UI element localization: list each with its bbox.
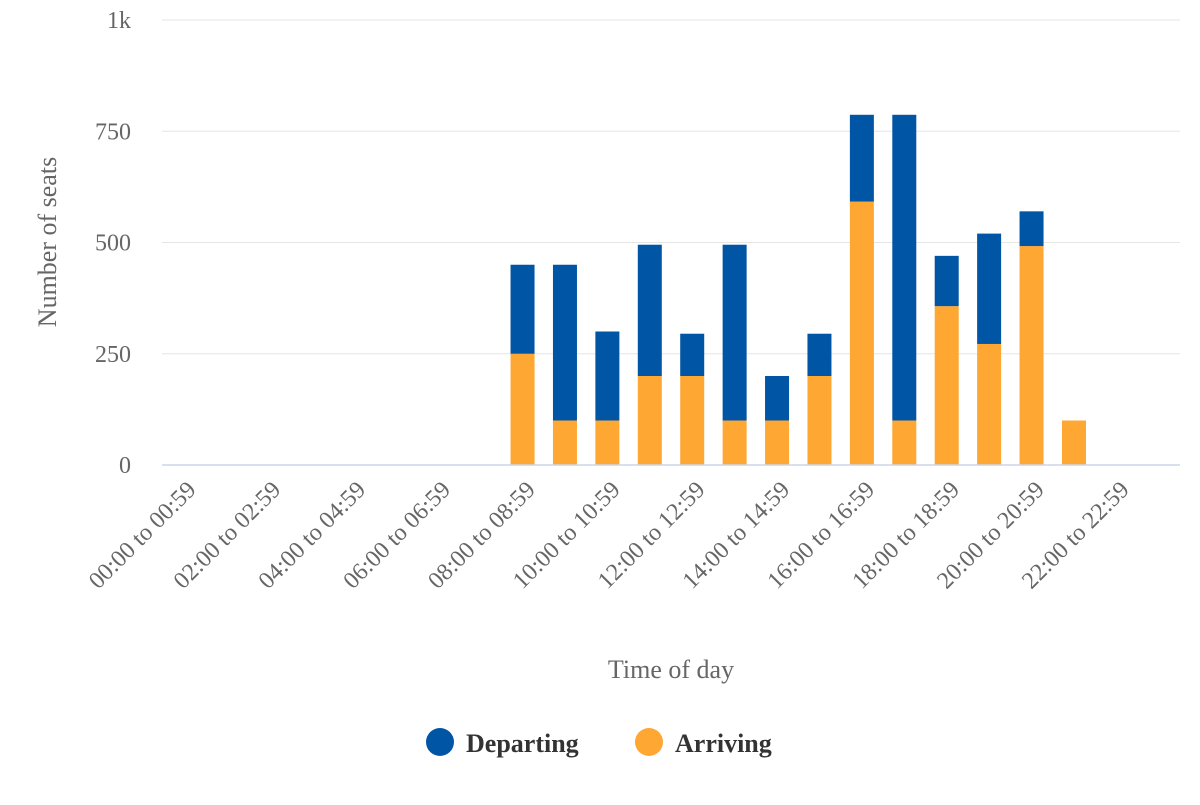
bar-departing-18 bbox=[934, 255, 959, 307]
y-tick-labels: 0 250 500 750 1k bbox=[95, 8, 131, 479]
bar-departing-10 bbox=[595, 331, 620, 421]
bar-arriving-8 bbox=[510, 353, 535, 465]
legend-label-departing: Departing bbox=[466, 729, 579, 758]
bar-departing-20 bbox=[1019, 211, 1044, 247]
y-axis-title: Number of seats bbox=[33, 157, 62, 327]
bar-arriving-19 bbox=[977, 343, 1002, 465]
legend: Departing Arriving bbox=[426, 728, 772, 758]
y-tick-label-2: 500 bbox=[95, 231, 131, 257]
bar-departing-16 bbox=[849, 114, 874, 202]
bar-departing-9 bbox=[552, 264, 577, 421]
bar-arriving-16 bbox=[849, 201, 874, 465]
bar-departing-19 bbox=[977, 233, 1002, 344]
bar-departing-11 bbox=[637, 244, 662, 376]
bar-arriving-17 bbox=[892, 420, 917, 465]
bar-departing-13 bbox=[722, 244, 747, 421]
bar-arriving-11 bbox=[637, 376, 662, 465]
bar-arriving-10 bbox=[595, 420, 620, 465]
gridlines bbox=[162, 19, 1180, 355]
y-tick-label-1: 250 bbox=[95, 342, 131, 368]
x-axis-title: Time of day bbox=[608, 655, 734, 684]
bar-departing-12 bbox=[680, 333, 705, 376]
bar-arriving-9 bbox=[552, 420, 577, 465]
legend-item-arriving[interactable]: Arriving bbox=[635, 728, 772, 758]
bar-arriving-14 bbox=[765, 420, 790, 465]
bars bbox=[510, 114, 1086, 465]
bar-departing-17 bbox=[892, 114, 917, 421]
y-tick-label-4: 1k bbox=[107, 8, 131, 34]
bar-departing-15 bbox=[807, 333, 832, 376]
y-tick-label-3: 750 bbox=[95, 119, 131, 145]
bar-arriving-12 bbox=[680, 376, 705, 465]
bar-arriving-20 bbox=[1019, 246, 1044, 465]
legend-item-departing[interactable]: Departing bbox=[426, 728, 579, 758]
bar-arriving-13 bbox=[722, 420, 747, 465]
bar-departing-8 bbox=[510, 264, 535, 354]
bar-departing-14 bbox=[765, 376, 790, 421]
bar-arriving-18 bbox=[934, 306, 959, 465]
bar-arriving-21 bbox=[1061, 420, 1086, 465]
bar-arriving-15 bbox=[807, 376, 832, 465]
legend-marker-arriving bbox=[635, 728, 663, 756]
legend-marker-departing bbox=[426, 728, 454, 756]
legend-label-arriving: Arriving bbox=[675, 729, 772, 758]
y-tick-label-0: 0 bbox=[119, 453, 131, 479]
